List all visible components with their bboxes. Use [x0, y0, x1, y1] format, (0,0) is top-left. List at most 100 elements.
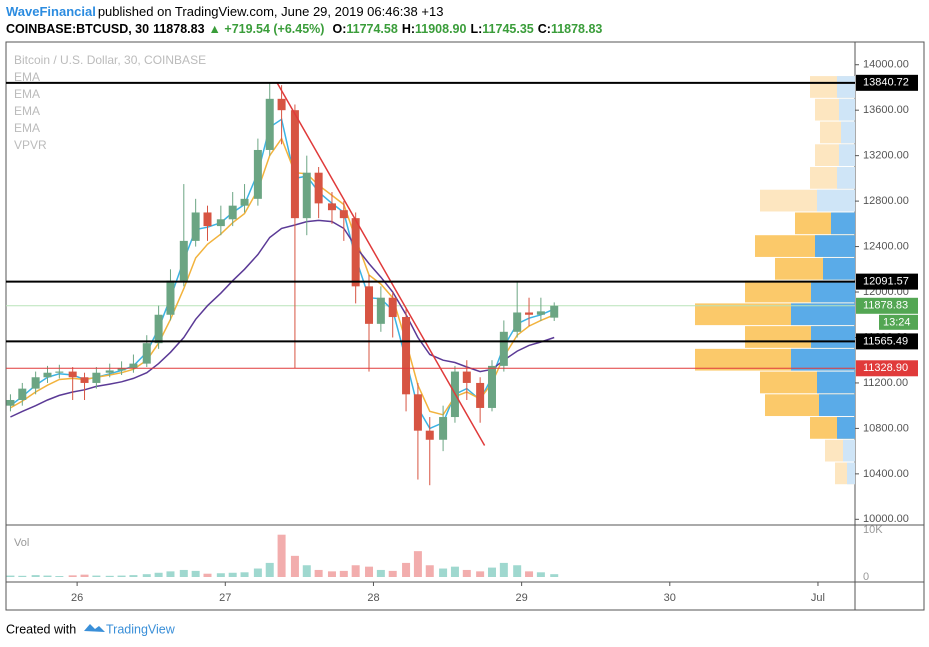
author[interactable]: WaveFinancial — [6, 4, 96, 19]
candle-body — [314, 172, 323, 204]
candle-body — [191, 212, 200, 241]
frame — [5, 41, 925, 611]
level-label: 11565.49 — [863, 335, 908, 347]
x-tick-label: Jul — [811, 592, 825, 604]
profile-bar-up — [815, 235, 855, 257]
volume-bar — [339, 570, 348, 577]
y-tick-label: 10800.00 — [863, 422, 909, 434]
chart-title: Bitcoin / U.S. Dollar, 30, COINBASE — [14, 53, 206, 67]
countdown: 13:24 — [883, 317, 911, 329]
candle-body — [265, 98, 274, 150]
candle-body — [290, 110, 299, 219]
close-label: C: — [537, 22, 551, 36]
candle-body — [55, 371, 64, 373]
high: 11908.90 — [415, 22, 467, 36]
y-tick-label: 10400.00 — [863, 468, 909, 480]
trend-line — [276, 82, 486, 446]
candle-body — [513, 312, 522, 332]
volume-bar — [376, 569, 385, 577]
candle-body — [240, 198, 249, 206]
candle-body — [43, 372, 52, 378]
candle-body — [439, 417, 448, 440]
volume-bar — [425, 565, 434, 577]
volume-bar — [302, 565, 311, 577]
profile-bar-up — [817, 371, 855, 394]
ema-line — [10, 137, 555, 416]
x-tick-label: 29 — [515, 592, 527, 604]
candle-body — [425, 430, 434, 440]
level-label-bg — [856, 360, 918, 377]
candle-body — [462, 371, 471, 383]
candle-body — [525, 312, 534, 315]
candle-body — [228, 205, 237, 220]
y-tick-label: 13200.00 — [863, 150, 909, 162]
volume-bar — [240, 572, 249, 577]
profile-bar-up — [791, 303, 855, 326]
publish-line: WaveFinancial published on TradingView.co… — [6, 4, 447, 19]
volume-bar — [18, 575, 27, 577]
candle-body — [80, 377, 89, 383]
candle-body — [550, 305, 559, 318]
candle-body — [92, 372, 101, 383]
candle-body — [376, 297, 385, 324]
indicator-label: EMA — [14, 104, 40, 118]
ema-line — [10, 219, 555, 418]
volume-bar — [290, 555, 299, 577]
symbol: COINBASE:BTCUSD, 30 — [6, 22, 150, 36]
change-value: +719.54 (+6.45%) — [224, 22, 325, 36]
level-label: 12091.57 — [863, 276, 909, 288]
volume-bar — [228, 572, 237, 577]
volume-bar — [92, 575, 101, 577]
y-tick-label: 14000.00 — [863, 59, 909, 71]
volume-bar — [142, 574, 151, 577]
candle-body — [365, 286, 374, 324]
profile-bar-up — [791, 348, 855, 371]
candle-body — [351, 218, 360, 287]
x-tick-label: 30 — [664, 592, 676, 604]
level-label: 11328.90 — [863, 362, 908, 374]
low: 11745.35 — [482, 22, 534, 36]
candle-body — [216, 219, 225, 227]
candle-body — [142, 343, 151, 364]
volume-bar — [550, 574, 559, 577]
created-with: Created with — [6, 622, 76, 636]
volume-bar — [105, 575, 114, 577]
y-tick-label: 12800.00 — [863, 195, 909, 207]
brand[interactable]: TradingView — [106, 622, 176, 636]
volume-bar — [413, 551, 422, 577]
y-tick-label: 12400.00 — [863, 240, 909, 252]
x-tick-label: 28 — [367, 592, 379, 604]
volume-bar — [351, 565, 360, 577]
level-label: 13840.72 — [863, 77, 909, 89]
ema-line — [9, 118, 555, 430]
volume-bar — [265, 562, 274, 577]
indicator-label: EMA — [14, 87, 40, 101]
candle-body — [179, 240, 188, 281]
candle-body — [487, 365, 496, 408]
candle-body — [413, 394, 422, 431]
volume-bar — [129, 575, 138, 577]
profile-bar-up — [831, 212, 855, 235]
price-pane — [6, 76, 855, 486]
indicator-label: EMA — [14, 70, 40, 84]
volume-bar — [55, 576, 64, 577]
candle-body — [499, 331, 508, 366]
volume-bar — [388, 570, 397, 577]
volume-bar — [216, 573, 225, 577]
quote-line: COINBASE:BTCUSD, 30 11878.83 ▲ +719.54 (+6… — [6, 22, 606, 36]
candle-body — [277, 98, 286, 111]
volume-bar — [402, 562, 411, 577]
x-tick-label: 26 — [71, 592, 83, 604]
y-tick-label: 13600.00 — [863, 104, 909, 116]
profile-bar-up — [823, 257, 855, 280]
volume-bar — [476, 571, 485, 577]
profile-bar-up — [839, 98, 855, 121]
volume-bar — [462, 569, 471, 577]
profile-bar-up — [819, 394, 855, 417]
profile-bar-up — [843, 439, 855, 462]
candle-body — [117, 368, 126, 371]
volume-bar — [154, 572, 163, 577]
close: 11878.83 — [550, 22, 603, 36]
profile-bar-up — [811, 280, 855, 303]
